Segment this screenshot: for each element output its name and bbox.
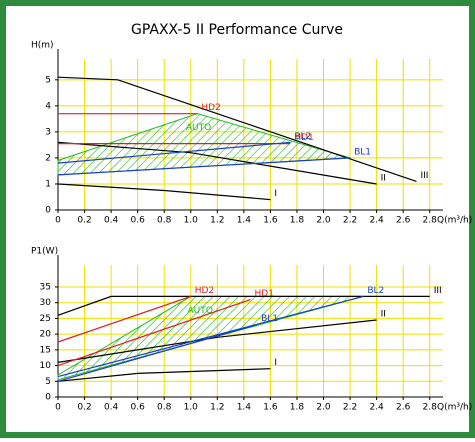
curve bbox=[57, 141, 291, 164]
x-tick-label: 0 bbox=[55, 403, 61, 413]
x-tick-label: 2.8 bbox=[423, 216, 438, 226]
x-tick-label: 0.4 bbox=[104, 216, 119, 226]
x-tick-label: 0.2 bbox=[77, 403, 91, 413]
series-label: AUTO bbox=[186, 123, 211, 133]
series-label: I bbox=[274, 189, 277, 199]
y-tick-label: 10 bbox=[40, 361, 52, 371]
y-tick-label: 0 bbox=[45, 393, 51, 403]
x-tick-label: 1.2 bbox=[210, 216, 224, 226]
series-label: BL1 bbox=[354, 147, 371, 157]
y-tick-label: 20 bbox=[40, 330, 52, 340]
curve bbox=[57, 299, 251, 367]
curve bbox=[57, 324, 258, 382]
y-tick-label: 30 bbox=[40, 298, 52, 308]
series-label: BL2 bbox=[294, 132, 311, 142]
x-tick-label: 2.0 bbox=[316, 216, 331, 226]
y-tick-label: 2 bbox=[45, 153, 51, 163]
y-tick-label: 25 bbox=[40, 314, 51, 324]
curve bbox=[57, 141, 377, 185]
curve bbox=[57, 295, 191, 343]
x-tick-label: 1.6 bbox=[263, 403, 278, 413]
curve bbox=[57, 157, 351, 176]
y-tick-label: 0 bbox=[45, 206, 51, 216]
curve bbox=[57, 183, 271, 201]
series-label: HD2 bbox=[195, 286, 214, 296]
series-label: HD1 bbox=[294, 133, 313, 143]
y-tick-label: 5 bbox=[45, 377, 51, 387]
series-label: HD1 bbox=[255, 289, 274, 299]
x-tick-label: 2.2 bbox=[343, 216, 357, 226]
x-tick-label: 0.8 bbox=[157, 216, 172, 226]
curve bbox=[57, 295, 430, 316]
x-tick-label: 1.4 bbox=[237, 403, 252, 413]
y-tick-label: 4 bbox=[45, 101, 51, 111]
x-tick-label: 0.8 bbox=[157, 403, 172, 413]
series-label: AUTO bbox=[188, 306, 213, 316]
series-label: II bbox=[381, 310, 386, 320]
x-tick-label: 1.4 bbox=[237, 216, 252, 226]
y-axis-label: P1(W) bbox=[31, 247, 58, 257]
x-tick-label: 0.6 bbox=[130, 403, 145, 413]
y-tick-label: 5 bbox=[45, 75, 51, 85]
x-tick-label: 1.8 bbox=[290, 216, 305, 226]
x-axis-label: Q(m³/h) bbox=[437, 216, 472, 226]
x-tick-label: 1.6 bbox=[263, 216, 278, 226]
x-tick-label: 2.6 bbox=[396, 216, 411, 226]
x-tick-label: 2.4 bbox=[369, 216, 384, 226]
x-tick-label: 2.2 bbox=[343, 403, 357, 413]
curve bbox=[57, 295, 364, 378]
y-tick-label: 3 bbox=[45, 127, 51, 137]
page-title: GPAXX-5 II Performance Curve bbox=[131, 22, 343, 38]
series-label: III bbox=[420, 171, 428, 181]
x-tick-label: 0.6 bbox=[130, 216, 145, 226]
x-tick-label: 2.8 bbox=[423, 403, 438, 413]
x-tick-label: 1.0 bbox=[184, 403, 199, 413]
y-tick-label: 35 bbox=[40, 283, 51, 293]
y-tick-label: 15 bbox=[40, 345, 51, 355]
x-tick-label: 0 bbox=[55, 216, 61, 226]
series-label: BL2 bbox=[367, 286, 384, 296]
x-tick-label: 2.6 bbox=[396, 403, 411, 413]
x-tick-label: 1.8 bbox=[290, 403, 305, 413]
x-tick-label: 1.2 bbox=[210, 403, 224, 413]
series-label: BL1 bbox=[261, 314, 278, 324]
x-tick-label: 2.4 bbox=[369, 403, 384, 413]
y-tick-label: 1 bbox=[45, 179, 51, 189]
series-label: HD2 bbox=[201, 103, 220, 113]
x-tick-label: 0.4 bbox=[104, 403, 119, 413]
x-tick-label: 0.2 bbox=[77, 216, 91, 226]
x-tick-label: 1.0 bbox=[184, 216, 199, 226]
series-label: II bbox=[381, 173, 386, 183]
x-axis-label: Q(m³/h) bbox=[437, 403, 472, 413]
curve bbox=[57, 368, 271, 382]
series-label: I bbox=[274, 358, 277, 368]
series-label: III bbox=[434, 286, 442, 296]
x-tick-label: 2.0 bbox=[316, 403, 331, 413]
y-axis-label: H(m) bbox=[31, 41, 54, 51]
curve bbox=[57, 319, 377, 363]
curve bbox=[57, 76, 417, 182]
